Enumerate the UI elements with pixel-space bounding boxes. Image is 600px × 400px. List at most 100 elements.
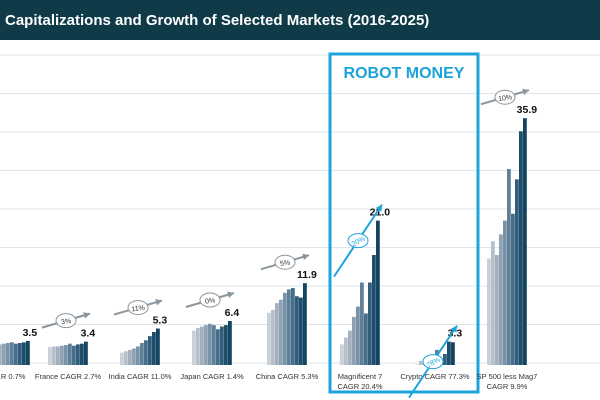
bar-france-2018 bbox=[56, 346, 60, 365]
bar-japan-2017 bbox=[196, 327, 200, 365]
bar-france-2021 bbox=[68, 343, 72, 365]
bar-india-2022 bbox=[144, 340, 148, 365]
bar-india-2023 bbox=[148, 336, 152, 365]
bar-china-2023 bbox=[295, 296, 299, 365]
cagr-badge bbox=[274, 254, 296, 270]
bar-sp-500-less-mag7-2021 bbox=[507, 169, 511, 365]
end-value-label: 5.3 bbox=[153, 315, 168, 327]
bar-china-2021 bbox=[287, 289, 291, 365]
bar-germany-2023 bbox=[18, 343, 22, 365]
bar-magnificent-7-2016 bbox=[340, 344, 344, 365]
bar-india-2018 bbox=[128, 349, 132, 365]
bar-japan-2018 bbox=[200, 326, 204, 365]
highlight-label: ROBOT MONEY bbox=[344, 65, 465, 82]
bar-crypto-2023 bbox=[443, 354, 447, 365]
chart-area: ROBOT MONEY 3.5 ...R 0.7% 3.4 France CAGR 2.… bbox=[0, 52, 600, 399]
bar-crypto-2016 bbox=[415, 364, 419, 365]
end-value-label: 6.4 bbox=[225, 307, 240, 319]
bar-france-2022 bbox=[72, 345, 76, 365]
bar-india-2020 bbox=[136, 346, 140, 365]
cagr-badge bbox=[55, 313, 77, 329]
end-value-label: 3.5 bbox=[23, 327, 38, 339]
category-label-line2: CAGR 20.4% bbox=[337, 382, 382, 391]
bar-france-2019 bbox=[60, 345, 64, 365]
bar-china-2018 bbox=[275, 303, 279, 365]
bar-sp-500-less-mag7-2017 bbox=[491, 241, 495, 365]
bar-india-2017 bbox=[124, 351, 128, 365]
end-value-label: 3.4 bbox=[81, 328, 96, 340]
category-label: China CAGR 5.3% bbox=[256, 372, 319, 381]
bar-japan-2021 bbox=[212, 325, 216, 365]
chart-title: Capitalizations and Growth of Selected M… bbox=[5, 11, 430, 29]
bar-sp-500-less-mag7-2018 bbox=[495, 255, 499, 365]
growth-arrow-head bbox=[302, 253, 309, 261]
category-label: Magnificent 7 bbox=[338, 372, 383, 381]
bar-japan-2022 bbox=[216, 329, 220, 365]
bar-france-2024 bbox=[80, 343, 84, 365]
cagr-badge bbox=[422, 354, 444, 370]
bar-china-2020 bbox=[283, 292, 287, 365]
cagr-badge bbox=[127, 300, 149, 316]
bar-magnificent-7-2022 bbox=[364, 313, 368, 365]
bar-sp-500-less-mag7-2020 bbox=[503, 220, 507, 365]
bar-crypto-2017 bbox=[419, 360, 423, 365]
bar-japan-2023 bbox=[220, 326, 224, 365]
bar-magnificent-7-2024 bbox=[372, 255, 376, 365]
category-label: Crypto CAGR 77.3% bbox=[400, 372, 470, 381]
growth-arrow-head bbox=[83, 312, 90, 319]
category-label: Japan CAGR 1.4% bbox=[180, 372, 244, 381]
bar-magnificent-7-2018 bbox=[348, 330, 352, 365]
bar-india-2019 bbox=[132, 348, 136, 365]
bar-china-2017 bbox=[271, 310, 275, 365]
bar-magnificent-7-2020 bbox=[356, 306, 360, 365]
bar-india-2025 bbox=[156, 328, 160, 365]
bar-japan-2020 bbox=[208, 323, 212, 365]
growth-arrow-head bbox=[227, 291, 234, 298]
bar-germany-2025 bbox=[26, 340, 30, 365]
bar-crypto-2025 bbox=[451, 342, 455, 365]
cagr-badge-text: 10% bbox=[498, 94, 513, 103]
category-label: SP 500 less Mag7 bbox=[477, 372, 538, 381]
bar-magnificent-7-2017 bbox=[344, 337, 348, 365]
cagr-badge-text: 0% bbox=[205, 297, 216, 305]
cagr-badge bbox=[494, 89, 516, 105]
bar-germany-2019 bbox=[2, 343, 6, 365]
bar-sp-500-less-mag7-2023 bbox=[515, 179, 519, 365]
bar-magnificent-7-2025 bbox=[376, 220, 380, 365]
bar-germany-2020 bbox=[6, 343, 10, 365]
growth-arrow-head bbox=[450, 325, 457, 333]
bar-india-2016 bbox=[120, 352, 124, 365]
bar-china-2022 bbox=[291, 288, 295, 365]
cagr-badge bbox=[199, 292, 221, 308]
bar-japan-2016 bbox=[192, 330, 196, 365]
bar-france-2016 bbox=[48, 347, 52, 365]
bar-crypto-2024 bbox=[447, 341, 451, 365]
growth-arrow-head bbox=[155, 299, 162, 306]
bar-japan-2019 bbox=[204, 325, 208, 365]
bar-france-2023 bbox=[76, 344, 80, 365]
growth-arrow-head bbox=[375, 204, 382, 212]
bar-china-2019 bbox=[279, 299, 283, 365]
category-label: ...R 0.7% bbox=[0, 372, 26, 381]
bar-magnificent-7-2019 bbox=[352, 316, 356, 365]
chart-header-bar: Capitalizations and Growth of Selected M… bbox=[0, 0, 600, 40]
bar-germany-2022 bbox=[14, 343, 18, 365]
end-value-label: 3.3 bbox=[448, 328, 463, 340]
bar-sp-500-less-mag7-2016 bbox=[487, 258, 491, 365]
bar-china-2025 bbox=[303, 283, 307, 365]
bar-japan-2025 bbox=[228, 321, 232, 365]
bar-france-2017 bbox=[52, 346, 56, 365]
cagr-badge-text: 11% bbox=[131, 305, 145, 314]
bar-germany-2021 bbox=[10, 342, 14, 365]
bar-china-2024 bbox=[299, 297, 303, 365]
bar-germany-2024 bbox=[22, 342, 26, 365]
bar-india-2021 bbox=[140, 343, 144, 365]
category-label-line2: CAGR 9.9% bbox=[487, 382, 528, 391]
cagr-badge bbox=[347, 233, 369, 249]
category-label: India CAGR 11.0% bbox=[109, 372, 172, 381]
bar-magnificent-7-2021 bbox=[360, 282, 364, 365]
cagr-badge-text: 3% bbox=[61, 318, 72, 326]
end-value-label: 11.9 bbox=[297, 269, 317, 281]
bar-germany-2018 bbox=[0, 344, 2, 365]
growth-arrow-head bbox=[522, 88, 529, 96]
